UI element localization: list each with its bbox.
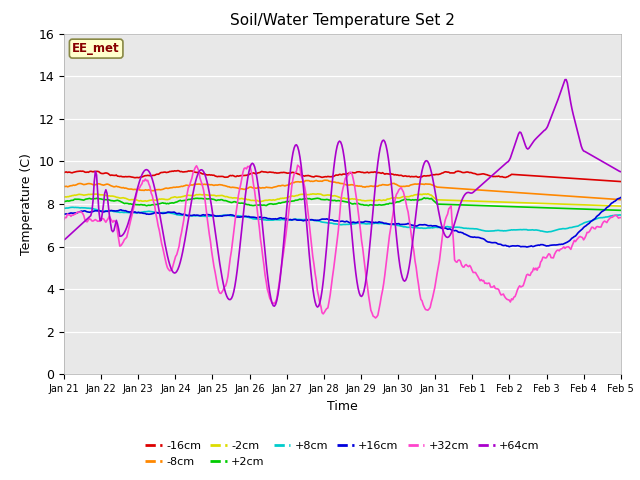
Y-axis label: Temperature (C): Temperature (C) <box>20 153 33 255</box>
+64cm <box>60 237 68 242</box>
+2cm <box>372 202 380 208</box>
-8cm <box>399 183 407 189</box>
-2cm <box>617 203 625 209</box>
-2cm <box>234 195 241 201</box>
-16cm <box>470 170 478 176</box>
+16cm <box>372 219 380 225</box>
-8cm <box>617 197 625 203</box>
-8cm <box>322 177 330 183</box>
+8cm <box>568 225 576 230</box>
+64cm <box>314 304 321 310</box>
Line: +16cm: +16cm <box>64 198 621 247</box>
-16cm <box>373 170 381 176</box>
+2cm <box>420 195 428 201</box>
+8cm <box>617 212 625 218</box>
Line: -8cm: -8cm <box>64 180 621 200</box>
+16cm <box>295 217 303 223</box>
Title: Soil/Water Temperature Set 2: Soil/Water Temperature Set 2 <box>230 13 455 28</box>
-8cm <box>234 185 241 191</box>
+64cm <box>568 106 576 112</box>
-2cm <box>295 192 303 198</box>
+8cm <box>544 229 552 235</box>
+64cm <box>617 169 625 175</box>
+64cm <box>563 77 570 83</box>
Line: +2cm: +2cm <box>64 198 621 210</box>
+8cm <box>470 226 478 232</box>
Text: EE_met: EE_met <box>72 42 120 55</box>
-16cm <box>174 168 182 173</box>
-16cm <box>60 170 68 176</box>
+16cm <box>399 221 406 227</box>
+64cm <box>399 277 407 283</box>
-16cm <box>296 172 304 178</box>
+32cm <box>294 162 301 168</box>
+32cm <box>401 194 408 200</box>
Line: +32cm: +32cm <box>64 165 621 318</box>
-16cm <box>234 173 242 179</box>
+8cm <box>373 220 381 226</box>
+16cm <box>567 237 575 242</box>
+32cm <box>60 216 68 222</box>
+8cm <box>234 213 242 218</box>
Line: +64cm: +64cm <box>64 80 621 307</box>
Legend: -16cm, -8cm, -2cm, +2cm, +8cm, +16cm, +32cm, +64cm: -16cm, -8cm, -2cm, +2cm, +8cm, +16cm, +3… <box>141 437 544 471</box>
+64cm <box>373 169 381 175</box>
-8cm <box>470 187 478 192</box>
-2cm <box>60 194 68 200</box>
+8cm <box>60 205 68 211</box>
-2cm <box>567 202 575 207</box>
+16cm <box>60 211 68 217</box>
+16cm <box>469 234 477 240</box>
+32cm <box>472 270 479 276</box>
Line: -16cm: -16cm <box>64 170 621 181</box>
+64cm <box>295 148 303 154</box>
-8cm <box>295 179 303 185</box>
Line: +8cm: +8cm <box>64 207 621 232</box>
+2cm <box>399 197 406 203</box>
X-axis label: Time: Time <box>327 400 358 413</box>
+8cm <box>399 224 407 229</box>
+32cm <box>234 202 241 208</box>
+32cm <box>374 312 381 318</box>
-8cm <box>567 193 575 199</box>
-8cm <box>60 183 68 189</box>
+16cm <box>523 244 531 250</box>
-16cm <box>399 173 407 179</box>
-2cm <box>470 198 478 204</box>
+8cm <box>68 204 76 210</box>
+2cm <box>617 207 625 213</box>
-2cm <box>424 191 431 197</box>
-2cm <box>372 198 380 204</box>
+8cm <box>296 216 304 222</box>
+64cm <box>470 189 478 194</box>
+32cm <box>372 315 380 321</box>
+2cm <box>567 206 575 212</box>
+2cm <box>295 197 303 203</box>
+16cm <box>234 214 241 220</box>
+64cm <box>234 267 241 273</box>
+2cm <box>60 199 68 204</box>
+32cm <box>296 164 304 170</box>
+32cm <box>568 243 576 249</box>
-16cm <box>567 175 575 181</box>
-2cm <box>399 194 406 200</box>
Line: -2cm: -2cm <box>64 194 621 206</box>
+16cm <box>617 195 625 201</box>
-8cm <box>373 183 381 189</box>
+2cm <box>470 203 478 208</box>
+2cm <box>234 200 241 205</box>
+32cm <box>617 215 625 220</box>
-16cm <box>617 179 625 184</box>
